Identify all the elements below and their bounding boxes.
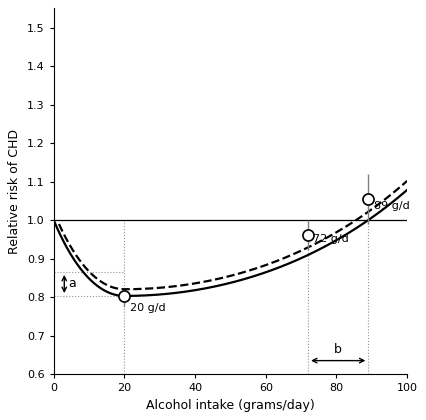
Text: 20 g/d: 20 g/d (130, 303, 165, 313)
Text: b: b (334, 343, 342, 356)
Text: 72 g/d: 72 g/d (314, 234, 349, 244)
Text: 89 g/d: 89 g/d (374, 201, 409, 211)
Y-axis label: Relative risk of CHD: Relative risk of CHD (9, 129, 21, 254)
X-axis label: Alcohol intake (grams/day): Alcohol intake (grams/day) (146, 399, 315, 412)
Text: a: a (69, 278, 76, 291)
